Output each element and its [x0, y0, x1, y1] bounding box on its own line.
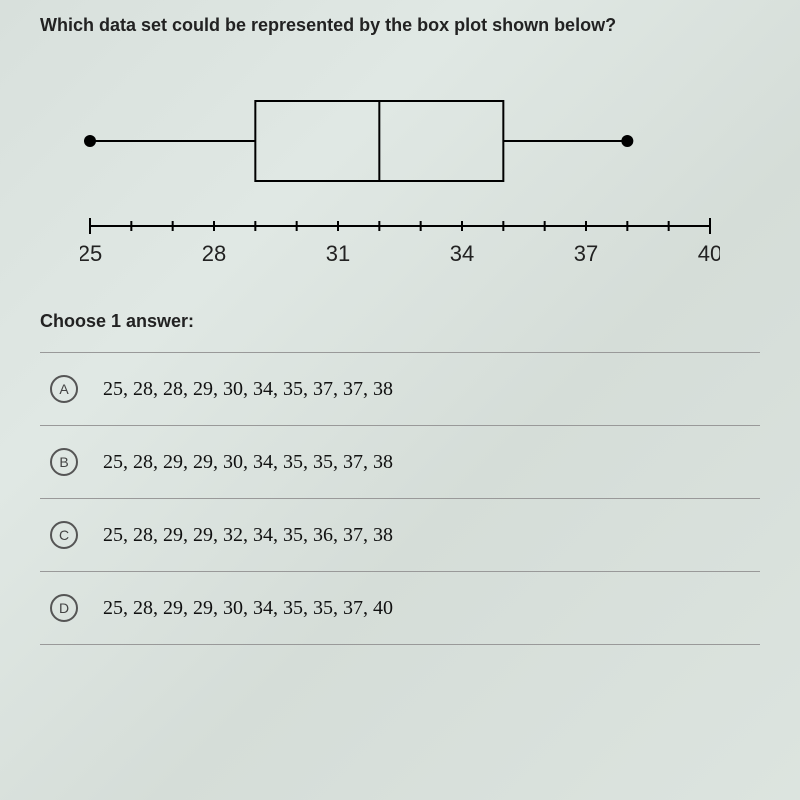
answer-letter: C: [50, 521, 78, 549]
answer-text: 25, 28, 29, 29, 30, 34, 35, 35, 37, 40: [103, 597, 393, 620]
svg-text:34: 34: [450, 241, 474, 266]
answer-option-d[interactable]: D 25, 28, 29, 29, 30, 34, 35, 35, 37, 40: [40, 571, 760, 645]
axis-area: 25 28 31 34 37 40: [80, 211, 720, 281]
answer-text: 25, 28, 29, 29, 30, 34, 35, 35, 37, 38: [103, 451, 393, 474]
choose-label: Choose 1 answer:: [40, 311, 760, 332]
answer-option-b[interactable]: B 25, 28, 29, 29, 30, 34, 35, 35, 37, 38: [40, 425, 760, 498]
question-text: Which data set could be represented by t…: [40, 15, 760, 36]
answer-option-a[interactable]: A 25, 28, 28, 29, 30, 34, 35, 37, 37, 38: [40, 352, 760, 425]
svg-text:31: 31: [326, 241, 350, 266]
answer-text: 25, 28, 28, 29, 30, 34, 35, 37, 37, 38: [103, 378, 393, 401]
answer-letter: D: [50, 594, 78, 622]
answer-text: 25, 28, 29, 29, 32, 34, 35, 36, 37, 38: [103, 524, 393, 547]
answers-list: A 25, 28, 28, 29, 30, 34, 35, 37, 37, 38…: [40, 352, 760, 645]
boxplot-svg: [80, 86, 720, 196]
svg-text:25: 25: [80, 241, 102, 266]
answer-letter: B: [50, 448, 78, 476]
answer-letter: A: [50, 375, 78, 403]
answer-option-c[interactable]: C 25, 28, 29, 29, 32, 34, 35, 36, 37, 38: [40, 498, 760, 571]
svg-text:37: 37: [574, 241, 598, 266]
axis-svg: 25 28 31 34 37 40: [80, 211, 720, 281]
svg-text:28: 28: [202, 241, 226, 266]
boxplot-chart: [80, 86, 720, 196]
svg-text:40: 40: [698, 241, 720, 266]
